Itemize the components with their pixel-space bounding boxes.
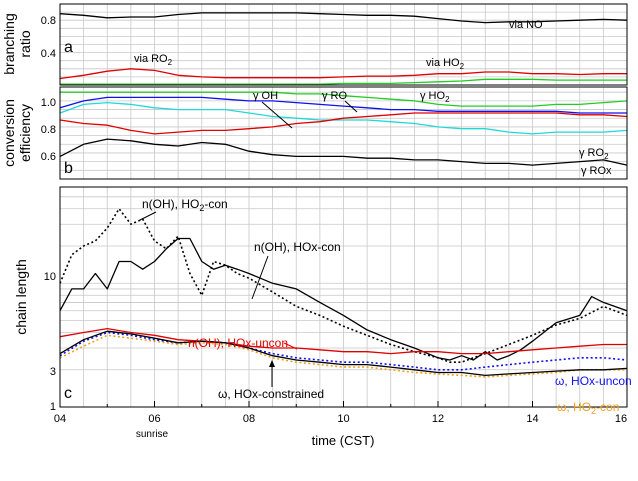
panel-a-ylabel-line2: ratio <box>17 30 33 57</box>
label-gamma-ro2: γ RO2 <box>579 147 609 161</box>
panel-a-ytick: 0.4 <box>41 48 56 60</box>
label-omega-ho2-con: ω, HO2-con <box>557 400 619 416</box>
series-line-hox-uncon <box>59 331 628 371</box>
series-line-ro <box>59 96 627 114</box>
series-line-via-no <box>59 12 628 24</box>
series-line-via-ho2 <box>60 78 627 85</box>
panel-a-ylabel-line1: branching <box>1 13 17 75</box>
label-via-ro2: via RO2 <box>134 53 173 67</box>
x-tick: 08 <box>243 413 255 425</box>
label-gamma-ro: γ RO <box>322 90 348 102</box>
series-line-rox <box>59 138 628 166</box>
label-n-oh-ho2-con: n(OH), HO2-con <box>142 197 228 213</box>
panel-c-letter: c <box>64 385 72 402</box>
arrowhead-omega-hox-constrained <box>269 360 275 367</box>
label-n-oh-hox-con: n(OH), HOx-con <box>254 240 341 254</box>
x-tick: 12 <box>432 413 444 425</box>
series-line-ho2-con <box>59 334 627 378</box>
panel-a-letter: a <box>64 39 73 56</box>
panel-a-frame <box>59 3 628 86</box>
panel-b-letter: b <box>64 160 73 177</box>
panel-b-ytick: 1.0 <box>41 97 56 109</box>
label-gamma-rox: γ ROx <box>581 165 612 177</box>
panel-b-frame <box>59 86 628 180</box>
arrow-n-oh-hox-con <box>251 255 269 300</box>
label-via-ho2: via HO2 <box>426 57 465 71</box>
arrow-gamma-ro <box>344 100 358 113</box>
series-line-n-oh-hox-uncon <box>59 327 627 355</box>
panel-c-ytick: 10 <box>44 271 56 283</box>
series-line-hox-constrained <box>59 330 628 377</box>
panel-c-ylabel: chain length <box>13 259 29 335</box>
x-tick: 16 <box>615 413 627 425</box>
panel-b-ytick: 0.6 <box>41 151 56 163</box>
label-omega-hox-uncon: ω, HOx-uncon <box>555 374 632 388</box>
series-line-ro2 <box>59 112 628 135</box>
x-tick: 14 <box>526 413 538 425</box>
panel-c-ytick: 3 <box>50 366 56 378</box>
label-n-oh-hox-uncon: n(OH), HOx-uncon <box>188 336 288 350</box>
series-line-ho2 <box>60 91 628 107</box>
panel-c-series <box>59 208 628 378</box>
label-via-no: via NO <box>509 19 543 31</box>
panel-b-ytick: 0.8 <box>41 124 56 136</box>
label-gamma-oh: γ OH <box>253 90 278 102</box>
arrow-n-oh-ho2-con <box>139 211 157 221</box>
x-tick: 06 <box>148 413 160 425</box>
x-tick-labels: 04 06 08 10 12 14 16 <box>54 401 628 425</box>
series-line-oh <box>59 101 628 135</box>
panel-b-series <box>59 91 628 166</box>
panel-a-ytick: 0.8 <box>41 15 56 27</box>
series-line-via-ro2 <box>59 68 627 80</box>
label-gamma-ho2: γ HO2 <box>420 90 450 104</box>
panel-b-ylabel-line1: conversion <box>1 99 17 167</box>
x-tick: 04 <box>54 413 66 425</box>
arrow-n-oh-hox-uncon <box>283 342 298 350</box>
panel-b-ylabel-line2: efficiency <box>17 104 33 162</box>
x-axis-title: time (CST) <box>312 433 375 448</box>
x-tick: 10 <box>337 413 349 425</box>
panel-c-ytick: 1 <box>50 401 56 413</box>
series-line-n-oh-ho2-con <box>59 208 628 364</box>
label-omega-hox-constrained: ω, HOx-constrained <box>218 387 324 401</box>
panel-a-grid <box>60 3 627 86</box>
arrow-gamma-oh <box>261 101 293 129</box>
sunrise-annotation: sunrise <box>136 429 169 440</box>
panel-a-series <box>59 12 628 85</box>
